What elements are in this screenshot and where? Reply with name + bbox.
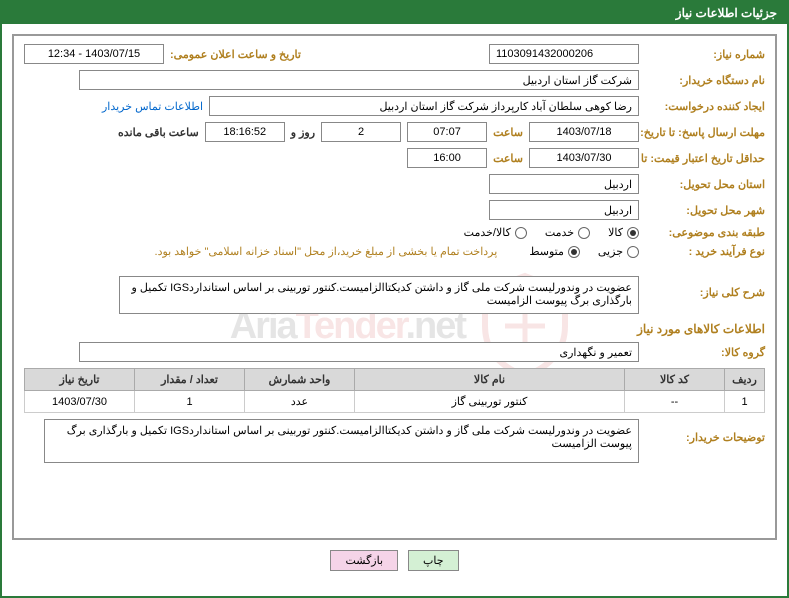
print-button[interactable]: چاپ	[408, 550, 459, 571]
cell-date: 1403/07/30	[25, 391, 135, 413]
purchase-radio-group: جزیی متوسط	[529, 245, 639, 258]
goods-group-field: تعمیر و نگهداری	[79, 342, 639, 362]
buyer-notes-field: عضویت در وندورلیست شرکت ملی گاز و داشتن …	[44, 419, 639, 463]
row-category: طبقه بندی موضوعی: کالا خدمت کالا/خدمت	[24, 226, 765, 239]
buyer-contact-link[interactable]: اطلاعات تماس خریدار	[102, 100, 203, 113]
content-panel: AriaTender.net شماره نیاز: 1103091432000…	[12, 34, 777, 540]
page-title: جزئیات اطلاعات نیاز	[676, 6, 777, 20]
th-qty: تعداد / مقدار	[135, 369, 245, 391]
cell-code: --	[625, 391, 725, 413]
announce-date-field: 1403/07/15 - 12:34	[24, 44, 164, 64]
delivery-city-field: اردبیل	[489, 200, 639, 220]
desc-field: عضویت در وندورلیست شرکت ملی گاز و داشتن …	[119, 276, 639, 314]
radio-jozi[interactable]: جزیی	[598, 245, 639, 258]
th-name: نام کالا	[355, 369, 625, 391]
time-label-1: ساعت	[493, 126, 523, 139]
radio-kala-khedmat[interactable]: کالا/خدمت	[464, 226, 527, 239]
category-radio-group: کالا خدمت کالا/خدمت	[464, 226, 639, 239]
announce-date-label: تاریخ و ساعت اعلان عمومی:	[170, 48, 301, 61]
th-unit: واحد شمارش	[245, 369, 355, 391]
buyer-org-label: نام دستگاه خریدار:	[645, 74, 765, 87]
goods-table: ردیف کد کالا نام کالا واحد شمارش تعداد /…	[24, 368, 765, 413]
buyer-org-field: شرکت گاز استان اردبیل	[79, 70, 639, 90]
requester-field: رضا کوهی سلطان آباد کارپرداز شرکت گاز اس…	[209, 96, 639, 116]
price-validity-time-field: 16:00	[407, 148, 487, 168]
days-and-label: روز و	[291, 126, 315, 139]
cell-name: کنتور توربینی گاز	[355, 391, 625, 413]
row-buyer-org: نام دستگاه خریدار: شرکت گاز استان اردبیل	[24, 70, 765, 90]
main-frame: جزئیات اطلاعات نیاز AriaTender.net شماره…	[0, 0, 789, 598]
row-purchase-type: نوع فرآیند خرید : جزیی متوسط پرداخت تمام…	[24, 245, 765, 258]
cell-unit: عدد	[245, 391, 355, 413]
response-time-field: 07:07	[407, 122, 487, 142]
row-delivery-province: استان محل تحویل: اردبیل	[24, 174, 765, 194]
row-response-deadline: مهلت ارسال پاسخ: تا تاریخ: 1403/07/18 سا…	[24, 122, 765, 142]
cell-qty: 1	[135, 391, 245, 413]
radio-motavaset[interactable]: متوسط	[529, 245, 580, 258]
delivery-city-label: شهر محل تحویل:	[645, 204, 765, 217]
buyer-notes-label: توضیحات خریدار:	[645, 419, 765, 444]
row-delivery-city: شهر محل تحویل: اردبیل	[24, 200, 765, 220]
th-row: ردیف	[725, 369, 765, 391]
th-date: تاریخ نیاز	[25, 369, 135, 391]
response-date-field: 1403/07/18	[529, 122, 639, 142]
price-validity-date-field: 1403/07/30	[529, 148, 639, 168]
response-deadline-label: مهلت ارسال پاسخ: تا تاریخ:	[645, 126, 765, 139]
delivery-province-label: استان محل تحویل:	[645, 178, 765, 191]
radio-khedmat[interactable]: خدمت	[545, 226, 590, 239]
table-header-row: ردیف کد کالا نام کالا واحد شمارش تعداد /…	[25, 369, 765, 391]
time-label-2: ساعت	[493, 152, 523, 165]
delivery-province-field: اردبیل	[489, 174, 639, 194]
row-goods-group: گروه کالا: تعمیر و نگهداری	[24, 342, 765, 362]
need-number-field: 1103091432000206	[489, 44, 639, 64]
remaining-label: ساعت باقی مانده	[118, 126, 199, 139]
goods-section-header: اطلاعات کالاهای مورد نیاز	[24, 322, 765, 336]
need-number-label: شماره نیاز:	[645, 48, 765, 61]
goods-group-label: گروه کالا:	[645, 346, 765, 359]
title-bar: جزئیات اطلاعات نیاز	[2, 2, 787, 24]
row-requester: ایجاد کننده درخواست: رضا کوهی سلطان آباد…	[24, 96, 765, 116]
countdown-field: 18:16:52	[205, 122, 285, 142]
price-validity-label: حداقل تاریخ اعتبار قیمت: تا تاریخ:	[645, 152, 765, 165]
category-label: طبقه بندی موضوعی:	[645, 226, 765, 239]
row-buyer-notes: توضیحات خریدار: عضویت در وندورلیست شرکت …	[24, 419, 765, 463]
back-button[interactable]: بازگشت	[330, 550, 398, 571]
button-row: چاپ بازگشت	[2, 550, 787, 571]
payment-note: پرداخت تمام یا بخشی از مبلغ خرید،از محل …	[155, 245, 498, 258]
days-count-field: 2	[321, 122, 401, 142]
row-price-validity: حداقل تاریخ اعتبار قیمت: تا تاریخ: 1403/…	[24, 148, 765, 168]
th-code: کد کالا	[625, 369, 725, 391]
row-description: شرح کلی نیاز: عضویت در وندورلیست شرکت مل…	[24, 276, 765, 314]
desc-label: شرح کلی نیاز:	[645, 276, 765, 299]
cell-row: 1	[725, 391, 765, 413]
row-need-number: شماره نیاز: 1103091432000206 تاریخ و ساع…	[24, 44, 765, 64]
purchase-type-label: نوع فرآیند خرید :	[645, 245, 765, 258]
radio-kala[interactable]: کالا	[608, 226, 639, 239]
requester-label: ایجاد کننده درخواست:	[645, 100, 765, 113]
table-row: 1 -- کنتور توربینی گاز عدد 1 1403/07/30	[25, 391, 765, 413]
